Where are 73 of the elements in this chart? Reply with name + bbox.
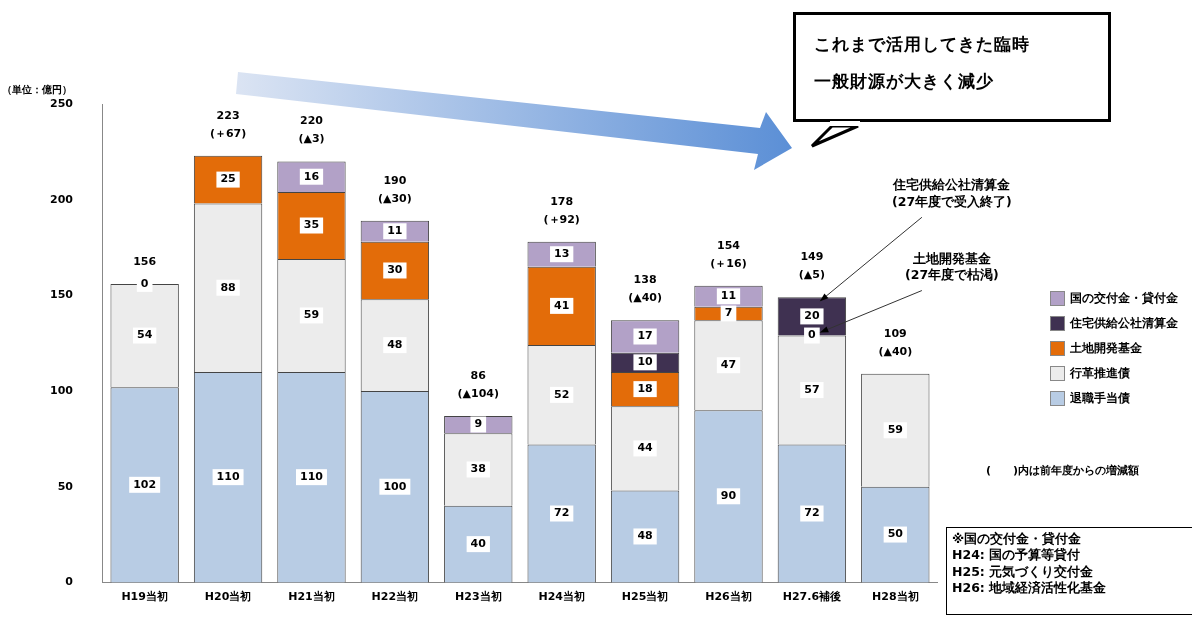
legend-label: 退職手当債: [1070, 390, 1130, 407]
data-label: 11: [387, 224, 403, 238]
data-label: 59: [303, 308, 320, 322]
data-label: 41: [554, 298, 570, 312]
y-tick-label: 100: [49, 383, 74, 397]
data-label: 44: [637, 441, 654, 455]
data-label: 72: [554, 506, 570, 520]
data-label: 13: [554, 247, 570, 261]
data-label: 48: [637, 529, 653, 543]
total-label: 220 (▲3): [298, 114, 325, 146]
total-label: 178 (＋92): [543, 194, 580, 226]
legend-label: 住宅供給公社清算金: [1070, 315, 1178, 332]
data-label: 50: [887, 527, 904, 541]
data-label: 17: [637, 329, 653, 343]
annotation: 土地開発基金(27年度で枯渇): [904, 250, 999, 285]
x-tick-label: H23当初: [455, 589, 502, 603]
x-tick-label: H19当初: [121, 589, 168, 603]
legend-label: 国の交付金・貸付金: [1070, 290, 1178, 307]
data-label: 88: [220, 280, 236, 294]
data-label: 54: [137, 328, 153, 342]
total-label: 190 (▲30): [377, 173, 412, 205]
y-tick-label: 250: [49, 96, 74, 110]
data-label: 9: [474, 417, 483, 431]
data-label: 38: [470, 462, 486, 476]
data-label: 35: [303, 218, 320, 232]
data-label: 57: [804, 382, 820, 396]
data-label: 30: [387, 263, 403, 277]
y-tick-label: 0: [65, 575, 74, 589]
data-label: 48: [387, 337, 403, 351]
y-tick-label: 50: [57, 479, 74, 493]
y-axis-title: （単位：億円）: [2, 83, 72, 97]
y-tick-label: 150: [49, 288, 74, 302]
data-label: 20: [804, 309, 820, 323]
data-label: 40: [470, 536, 487, 550]
total-label: 149 (▲5): [798, 250, 825, 282]
total-label: 109 (▲40): [878, 326, 913, 358]
legend-label: 行革推進債: [1070, 365, 1130, 382]
data-label: 110: [299, 470, 324, 484]
data-label: 0: [140, 276, 149, 290]
data-label: 25: [220, 172, 236, 186]
y-tick-label: 200: [49, 192, 74, 206]
data-label: 16: [303, 169, 320, 183]
x-tick-label: H20当初: [204, 589, 252, 603]
data-label: 11: [720, 289, 737, 303]
data-label: 72: [804, 506, 820, 520]
x-tick-label: H27.6補後: [782, 589, 842, 603]
legend-label: 土地開発基金: [1070, 340, 1142, 357]
total-label: 138 (▲40): [628, 273, 662, 305]
x-tick-label: H22当初: [371, 589, 419, 603]
text: これまで活用してきた臨時一般財源が大きく減少: [814, 33, 1031, 94]
data-label: 47: [720, 358, 737, 372]
x-tick-label: H25当初: [621, 589, 669, 603]
data-label: 10: [637, 355, 654, 369]
data-label: 59: [887, 423, 903, 437]
total-label: 154 (＋16): [710, 238, 747, 270]
text: ※国の交付金・貸付金 H24: 国の予算等貸付 H25: 元気づくり交付金 H26: 地域経済活性化基金: [952, 531, 1108, 596]
text: ( )内は前年度からの増減額: [986, 463, 1141, 479]
data-label: 0: [808, 328, 817, 342]
data-label: 102: [133, 477, 157, 491]
x-tick-label: H28当初: [872, 589, 919, 603]
total-label: 223 (＋67): [209, 108, 247, 140]
data-label: 110: [216, 470, 240, 484]
data-label: 7: [724, 306, 733, 320]
x-tick-label: H26当初: [705, 589, 752, 603]
x-tick-label: H24当初: [538, 589, 585, 603]
data-label: 18: [637, 381, 653, 395]
annotation: 住宅供給公社清算金(27年度で受入終了): [891, 177, 1012, 212]
total-label: 156: [133, 254, 157, 268]
data-label: 100: [383, 479, 407, 493]
x-tick-label: H21当初: [288, 589, 335, 603]
total-label: 86 (▲104): [457, 368, 500, 400]
data-label: 90: [720, 489, 737, 503]
data-label: 52: [554, 387, 570, 401]
